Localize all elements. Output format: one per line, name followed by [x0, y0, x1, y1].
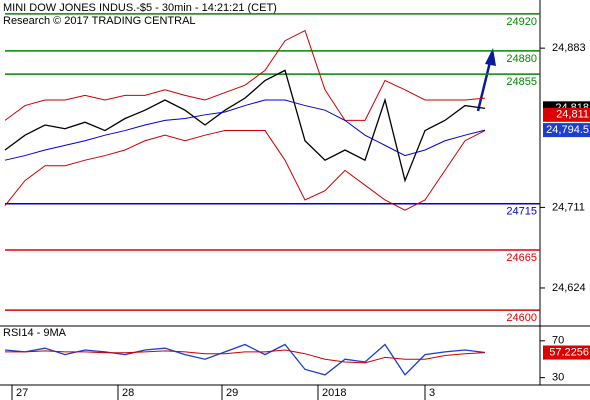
rsi-title: RSI14 - 9MA	[3, 327, 67, 339]
level-label: 24600	[506, 312, 537, 324]
price-marker	[543, 107, 590, 122]
price-marker	[543, 345, 590, 360]
price-marker-label: 24,794.5	[546, 124, 589, 136]
level-label: 24920	[506, 16, 537, 28]
price-marker-label: 57.2256	[549, 346, 589, 358]
level-label: 24880	[506, 53, 537, 65]
series-line	[4, 29, 486, 121]
y-tick-label: 24,883	[552, 42, 586, 54]
series-line	[4, 69, 486, 183]
y-tick-label: 24,624	[552, 282, 586, 294]
x-tick-label: 27	[16, 387, 28, 399]
y-tick-label: 70	[552, 335, 564, 347]
chart-subtitle: Research © 2017 TRADING CENTRAL	[3, 15, 196, 27]
x-tick-label: 3	[429, 387, 435, 399]
level-label: 24855	[506, 76, 537, 88]
x-tick-label: 28	[122, 387, 134, 399]
x-tick-label: 2018	[322, 387, 346, 399]
series-line	[4, 130, 486, 211]
level-label: 24715	[506, 206, 537, 218]
y-tick-label: 24,711	[552, 201, 585, 213]
price-marker	[543, 123, 590, 138]
series-line	[4, 343, 486, 376]
y-tick-label: 30	[552, 372, 564, 384]
series-line	[5, 349, 486, 364]
chart-title: MINI DOW JONES INDUS.-$5 - 30min - 14:21…	[3, 2, 277, 14]
level-label: 24665	[506, 252, 537, 264]
x-tick-label: 29	[226, 387, 238, 399]
forecast-arrow	[476, 48, 496, 112]
price-marker-label: 24,811	[556, 109, 589, 121]
series-line	[4, 99, 486, 161]
